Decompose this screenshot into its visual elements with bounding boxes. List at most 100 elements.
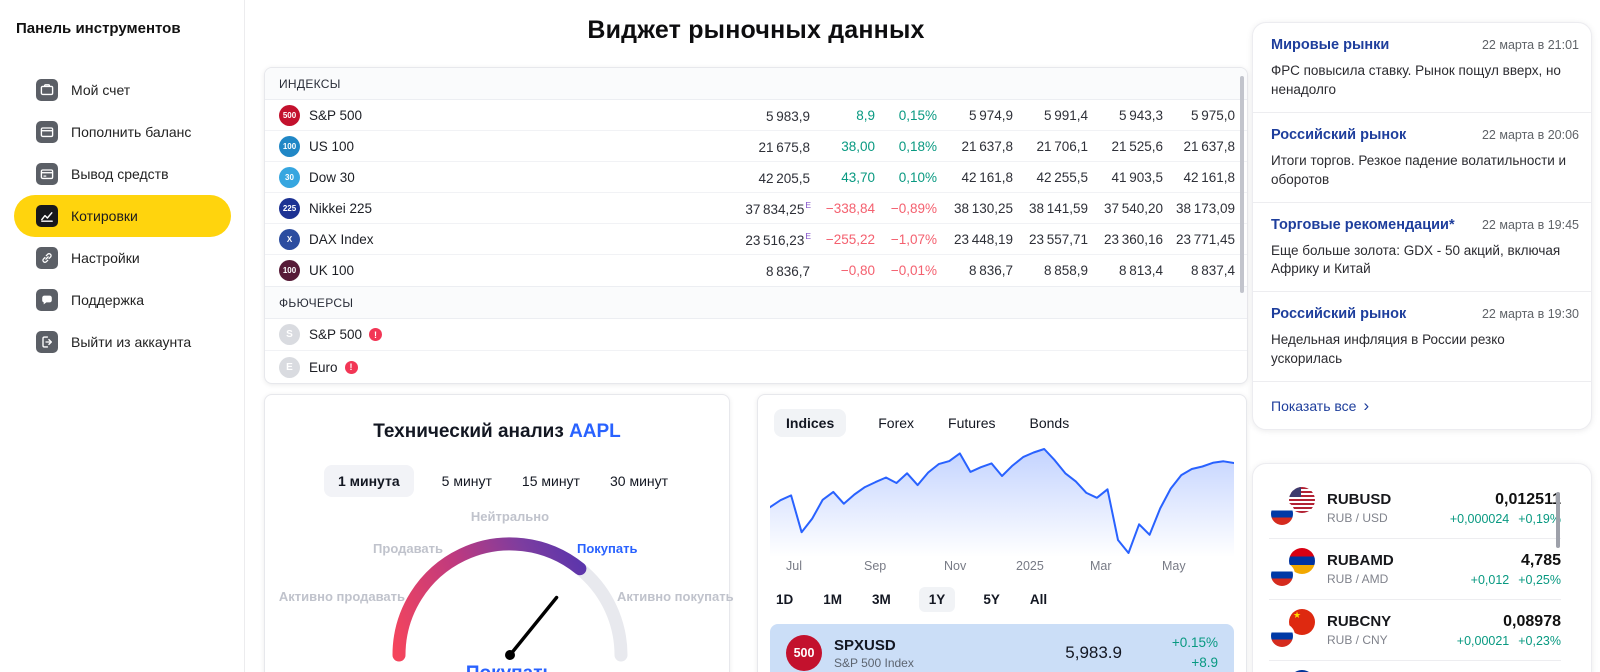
news-date: 22 марта в 19:30 — [1481, 307, 1579, 322]
news-title: Российский рынок — [1271, 126, 1407, 143]
index-row[interactable]: X DAX Index 23 516,23E −255,22 −1,07% 23… — [265, 224, 1247, 255]
change-pct-cell: 0,15% — [898, 107, 937, 123]
news-item[interactable]: Торговые рекомендации* 22 марта в 19:45 … — [1253, 201, 1591, 292]
index-row[interactable]: 500 S&P 500 5 983,9 8,9 0,15% 5 974,9 5 … — [265, 100, 1247, 131]
interval-tab[interactable]: 30 минут — [609, 473, 669, 489]
index-badge-icon: X — [279, 228, 300, 250]
sidebar-item[interactable]: Выйти из аккаунта — [14, 321, 231, 363]
sidebar-item[interactable]: Котировки — [14, 195, 231, 237]
range-tab[interactable]: 1D — [776, 592, 794, 607]
alert-icon: ! — [369, 328, 383, 341]
low-cell: 21 525,6 — [1111, 138, 1163, 154]
sidebar-title: Панель инструментов — [16, 20, 181, 37]
quote-symbol: SPXUSD — [834, 636, 896, 654]
range-tab[interactable]: 3M — [872, 592, 891, 607]
fx-symbol: RUBUSD — [1327, 491, 1392, 509]
fx-item[interactable]: RUBAMD RUB / AMD 4,785 +0,012 +0,25% — [1269, 539, 1561, 601]
fx-value: 0,08978 — [1503, 612, 1561, 630]
range-tab[interactable]: All — [1029, 592, 1048, 607]
open-cell: 42 161,8 — [961, 169, 1013, 185]
quote-change-pct: +0.15% — [1171, 635, 1218, 651]
quote-row[interactable]: 500 SPXUSD S&P 500 Index 5,983.9 +0.15% … — [770, 624, 1234, 672]
news-item[interactable]: Российский рынок 22 марта в 20:06 Итоги … — [1253, 111, 1591, 202]
news-title: Российский рынок — [1271, 306, 1407, 323]
sidebar-item-label: Мой счет — [71, 82, 131, 98]
index-row[interactable]: 225 Nikkei 225 37 834,25E −338,84 −0,89%… — [265, 193, 1247, 224]
news-item[interactable]: Мировые рынки 22 марта в 21:01 ФРС повыс… — [1253, 23, 1591, 112]
table-scrollbar-thumb[interactable] — [1240, 76, 1244, 293]
sidebar-item[interactable]: Пополнить баланс — [14, 111, 231, 153]
fx-scrollbar-thumb[interactable] — [1556, 492, 1560, 549]
fx-value: 4,785 — [1520, 551, 1561, 569]
symbol-link[interactable]: AAPL — [569, 421, 621, 442]
price-chart[interactable] — [770, 445, 1234, 557]
sidebar-item[interactable]: Настройки — [14, 237, 231, 279]
market-tab[interactable]: Indices — [774, 409, 847, 437]
low-cell: 23 360,16 — [1103, 231, 1163, 247]
show-all-link[interactable]: Показать все › — [1253, 381, 1591, 429]
change-cell: −255,22 — [825, 231, 875, 247]
quote-price: 5,983.9 — [1065, 643, 1122, 662]
russia-flag-icon — [1269, 623, 1295, 650]
x-axis-label: Jul — [786, 559, 802, 573]
interval-tab[interactable]: 1 минута — [323, 465, 414, 497]
low-cell: 5 943,3 — [1119, 107, 1163, 123]
index-row[interactable]: 30 Dow 30 42 205,5 43,70 0,10% 42 161,8 … — [265, 162, 1247, 193]
chart-line — [770, 448, 1234, 554]
market-tab[interactable]: Futures — [948, 415, 996, 431]
range-tab[interactable]: 1M — [823, 592, 843, 607]
market-tab[interactable]: Bonds — [1029, 415, 1070, 431]
settings-link-icon — [36, 247, 58, 269]
price-cell: 21 675,8 — [758, 139, 810, 155]
change-pct-cell: 0,18% — [898, 138, 937, 154]
sidebar-item[interactable]: Мой счет — [14, 69, 231, 111]
gauge-verdict: Покупать — [466, 663, 554, 672]
fx-change: +0,00021 +0,23% — [1456, 633, 1561, 648]
fx-symbol: RUBCNY — [1327, 613, 1392, 631]
sidebar-item[interactable]: Вывод средств — [14, 153, 231, 195]
fx-change: +0,012 +0,25% — [1470, 572, 1561, 587]
gauge-label-buy: Покупать — [577, 541, 638, 556]
sidebar-item[interactable]: Поддержка — [14, 279, 231, 321]
deposit-card-icon — [36, 121, 58, 143]
market-tabs: Indices Forex Futures Bonds — [758, 395, 1246, 437]
fx-item[interactable]: RUBEUR RUB / EUR 0,010848 +0,000042+0,39… — [1269, 661, 1561, 672]
fx-item[interactable]: RUBUSD RUB / USD 0,012511 +0,000024 +0,19… — [1269, 478, 1561, 540]
range-tab[interactable]: 5Y — [983, 592, 1000, 607]
fx-rates-widget: RUBUSD RUB / USD 0,012511 +0,000024 +0,19… — [1252, 463, 1592, 672]
fx-list: RUBUSD RUB / USD 0,012511 +0,000024 +0,19… — [1253, 478, 1591, 672]
sidebar-item-label: Вывод средств — [71, 166, 169, 182]
x-axis-label: 2025 — [1016, 559, 1044, 573]
market-tab[interactable]: Forex — [878, 415, 915, 431]
high-cell: 5 991,4 — [1044, 107, 1088, 123]
x-axis-label: May — [1162, 559, 1186, 573]
interval-tab[interactable]: 15 минут — [521, 473, 580, 489]
gauge-arc — [392, 537, 628, 662]
close-cell: 8 837,4 — [1191, 263, 1235, 278]
change-cell: 43,70 — [841, 169, 875, 185]
future-badge-icon: S — [279, 324, 300, 345]
index-row[interactable]: 100 UK 100 8 836,7 −0,80 −0,01% 8 836,7 … — [265, 255, 1247, 286]
fx-pair: RUB / AMD — [1327, 572, 1389, 587]
future-name: Euro — [309, 359, 338, 375]
range-tab[interactable]: 1Y — [918, 587, 956, 612]
fx-change: +0,000024 +0,19% — [1449, 511, 1561, 526]
right-column: Мировые рынки 22 марта в 21:01 ФРС повыс… — [1252, 22, 1592, 672]
future-row[interactable]: S S&P 500 ! — [265, 319, 1247, 351]
future-row[interactable]: E Euro ! — [265, 351, 1247, 383]
index-name: DAX Index — [309, 231, 374, 247]
fx-item[interactable]: RUBCNY RUB / CNY 0,08978 +0,00021+0,23% — [1269, 600, 1561, 662]
interval-tab[interactable]: 5 минут — [441, 473, 492, 489]
index-row[interactable]: 100 US 100 21 675,8 38,00 0,18% 21 637,8… — [265, 131, 1247, 162]
change-pct-cell: −1,07% — [890, 231, 937, 247]
chart-x-axis: Jul Sep Nov 2025 Mar May — [758, 559, 1246, 575]
low-cell: 8 813,4 — [1119, 263, 1163, 278]
news-item[interactable]: Российский рынок 22 марта в 19:30 Недель… — [1253, 291, 1591, 381]
close-cell: 42 161,8 — [1183, 169, 1235, 185]
quote-badge-icon: 500 — [786, 635, 822, 671]
sidebar-item-label: Поддержка — [71, 292, 145, 308]
bottom-widgets: Технический анализ AAPL 1 минута 5 минут 1… — [264, 394, 1248, 672]
range-tabs: 1D 1M 3M 1Y 5Y All — [758, 575, 1246, 612]
price-cell: 42 205,5 — [758, 170, 810, 186]
